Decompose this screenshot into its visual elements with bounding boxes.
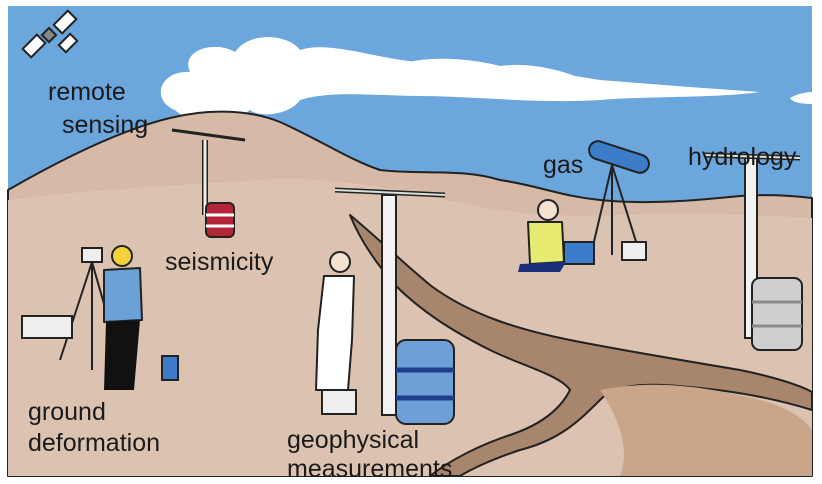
label: measurements: [287, 455, 452, 483]
geophysical-station: [321, 187, 455, 425]
label: gas: [543, 151, 583, 179]
clouds: [160, 37, 812, 122]
label: deformation: [28, 429, 160, 457]
fissure: [349, 214, 813, 477]
labels: remote sensing seismicity gas hydrology groun…: [28, 78, 797, 483]
fissure-floor: [600, 384, 812, 476]
label: geophysical: [287, 426, 419, 454]
label: hydrology: [688, 143, 797, 171]
seismic-station: [171, 128, 246, 238]
label: sensing: [62, 111, 148, 139]
label: seismicity: [165, 248, 274, 276]
survey-tripod: [21, 247, 179, 381]
label: remote: [48, 78, 126, 106]
hydrology-station: [704, 152, 803, 351]
people: [103, 199, 566, 391]
label: ground: [28, 398, 106, 426]
satellites: [21, 9, 79, 59]
